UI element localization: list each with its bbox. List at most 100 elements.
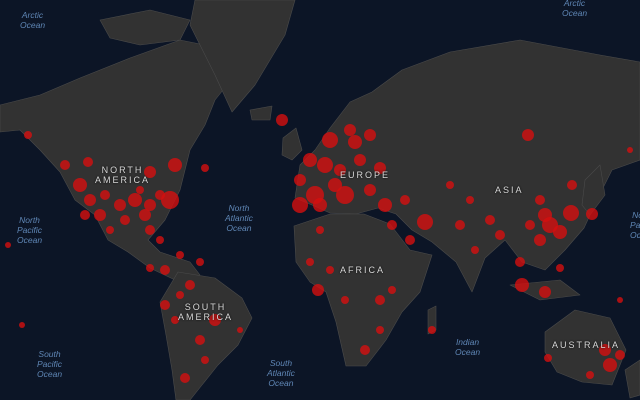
case-bubble[interactable] (94, 209, 106, 221)
case-bubble[interactable] (176, 291, 184, 299)
case-bubble[interactable] (428, 326, 436, 334)
case-bubble[interactable] (515, 257, 525, 267)
case-bubble[interactable] (292, 197, 308, 213)
case-bubble[interactable] (400, 195, 410, 205)
case-bubble[interactable] (376, 326, 384, 334)
case-bubble[interactable] (348, 135, 362, 149)
case-bubble[interactable] (539, 286, 551, 298)
case-bubble[interactable] (515, 278, 529, 292)
case-bubble[interactable] (145, 225, 155, 235)
case-bubble[interactable] (313, 198, 327, 212)
bubble-layer (5, 114, 633, 383)
case-bubble[interactable] (196, 258, 204, 266)
case-bubble[interactable] (603, 358, 617, 372)
case-bubble[interactable] (120, 215, 130, 225)
case-bubble[interactable] (185, 280, 195, 290)
case-bubble[interactable] (567, 180, 577, 190)
case-bubble[interactable] (586, 371, 594, 379)
case-bubble[interactable] (534, 234, 546, 246)
case-bubble[interactable] (294, 174, 306, 186)
case-bubble[interactable] (276, 114, 288, 126)
case-bubble[interactable] (160, 300, 170, 310)
case-bubble[interactable] (466, 196, 474, 204)
case-bubble[interactable] (73, 178, 87, 192)
case-bubble[interactable] (168, 158, 182, 172)
landmass-iceland (249, 105, 273, 121)
case-bubble[interactable] (84, 194, 96, 206)
case-bubble[interactable] (553, 225, 567, 239)
case-bubble[interactable] (374, 162, 386, 174)
case-bubble[interactable] (556, 264, 564, 272)
case-bubble[interactable] (336, 186, 354, 204)
case-bubble[interactable] (378, 198, 392, 212)
case-bubble[interactable] (237, 327, 243, 333)
case-bubble[interactable] (317, 157, 333, 173)
case-bubble[interactable] (615, 350, 625, 360)
case-bubble[interactable] (83, 157, 93, 167)
case-bubble[interactable] (341, 296, 349, 304)
case-bubble[interactable] (417, 214, 433, 230)
case-bubble[interactable] (312, 284, 324, 296)
case-bubble[interactable] (114, 199, 126, 211)
landmass-canada-islands (99, 9, 191, 46)
case-bubble[interactable] (586, 208, 598, 220)
case-bubble[interactable] (405, 235, 415, 245)
case-bubble[interactable] (446, 181, 454, 189)
case-bubble[interactable] (599, 344, 611, 356)
case-bubble[interactable] (156, 236, 164, 244)
case-bubble[interactable] (195, 335, 205, 345)
case-bubble[interactable] (455, 220, 465, 230)
landmass-new-zealand (624, 359, 640, 399)
case-bubble[interactable] (364, 129, 376, 141)
landmass-uk (281, 127, 303, 161)
case-bubble[interactable] (24, 131, 32, 139)
case-bubble[interactable] (171, 316, 179, 324)
case-bubble[interactable] (201, 356, 209, 364)
case-bubble[interactable] (161, 191, 179, 209)
case-bubble[interactable] (176, 251, 184, 259)
case-bubble[interactable] (360, 345, 370, 355)
case-bubble[interactable] (388, 286, 396, 294)
case-bubble[interactable] (146, 264, 154, 272)
case-bubble[interactable] (334, 164, 346, 176)
case-bubble[interactable] (495, 230, 505, 240)
case-bubble[interactable] (306, 258, 314, 266)
case-bubble[interactable] (617, 297, 623, 303)
case-bubble[interactable] (136, 186, 144, 194)
case-bubble[interactable] (180, 373, 190, 383)
case-bubble[interactable] (328, 178, 342, 192)
case-bubble[interactable] (364, 184, 376, 196)
case-bubble[interactable] (139, 209, 151, 221)
case-bubble[interactable] (627, 147, 633, 153)
case-bubble[interactable] (60, 160, 70, 170)
case-bubble[interactable] (201, 164, 209, 172)
case-bubble[interactable] (106, 226, 114, 234)
case-bubble[interactable] (354, 154, 366, 166)
case-bubble[interactable] (100, 190, 110, 200)
case-bubble[interactable] (316, 226, 324, 234)
case-bubble[interactable] (326, 266, 334, 274)
case-bubble[interactable] (471, 246, 479, 254)
case-bubble[interactable] (160, 265, 170, 275)
case-bubble[interactable] (563, 205, 579, 221)
case-bubble[interactable] (344, 124, 356, 136)
case-bubble[interactable] (209, 314, 221, 326)
case-bubble[interactable] (525, 220, 535, 230)
case-bubble[interactable] (544, 354, 552, 362)
case-bubble[interactable] (485, 215, 495, 225)
case-bubble[interactable] (80, 210, 90, 220)
case-bubble[interactable] (375, 295, 385, 305)
landmass-australia (544, 309, 627, 386)
case-bubble[interactable] (19, 322, 25, 328)
case-bubble[interactable] (387, 220, 397, 230)
case-bubble[interactable] (522, 129, 534, 141)
case-bubble[interactable] (322, 132, 338, 148)
case-bubble[interactable] (535, 195, 545, 205)
case-bubble[interactable] (303, 153, 317, 167)
case-bubble[interactable] (144, 166, 156, 178)
case-bubble[interactable] (5, 242, 11, 248)
case-bubble[interactable] (144, 199, 156, 211)
case-bubble[interactable] (128, 193, 142, 207)
